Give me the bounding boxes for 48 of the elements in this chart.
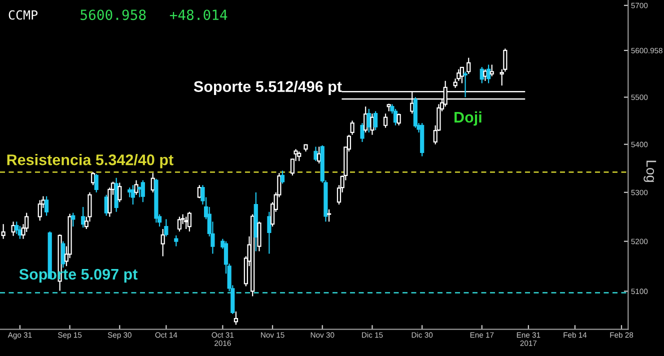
candlestick (38, 200, 42, 222)
candlestick (91, 172, 96, 186)
candlestick (130, 184, 135, 206)
candlestick (383, 113, 388, 128)
y-axis-title: Log (644, 160, 656, 182)
candlestick (360, 122, 364, 143)
candlestick (160, 228, 165, 257)
candlestick (234, 310, 238, 326)
candlestick (184, 216, 188, 230)
annotation: Doji (454, 111, 482, 126)
candlestick (374, 110, 378, 131)
candlestick (187, 211, 192, 232)
candlestick (61, 240, 66, 268)
candlestick (140, 180, 145, 203)
candlestick (81, 206, 86, 228)
candlestick (128, 186, 132, 198)
candlestick (280, 170, 285, 184)
candlestick (326, 208, 332, 222)
candlestick (396, 113, 401, 126)
candlestick (370, 113, 374, 136)
candlestick (11, 221, 16, 236)
candlestick (94, 173, 98, 193)
candlestick (297, 150, 302, 162)
candlestick (118, 182, 122, 203)
annotation: 5600.958 (80, 10, 146, 20)
annotation: +48.014 (170, 10, 228, 20)
candlestick (463, 71, 468, 98)
ref-line-label: Resistencia 5.342/40 pt (7, 154, 174, 168)
candlestick (483, 68, 488, 82)
ref-line-label: Soporte 5.512/496 pt (194, 80, 342, 95)
candlestick (44, 196, 49, 216)
candlestick (460, 66, 464, 84)
candlestick (393, 108, 398, 126)
candlestick (164, 218, 168, 237)
candlestick (350, 120, 354, 136)
candlestick (257, 221, 262, 252)
candlestick (486, 64, 491, 84)
candlestick (490, 64, 494, 77)
candlestick (134, 180, 138, 196)
candlestick (1, 224, 6, 240)
candlestick (174, 234, 178, 247)
candlestick (177, 216, 182, 232)
candlestick (267, 211, 272, 254)
candlestick (71, 212, 76, 228)
candlestick (138, 186, 142, 198)
candlestick (466, 57, 471, 74)
candlestick (314, 146, 318, 162)
text: CCMP (8, 10, 38, 20)
